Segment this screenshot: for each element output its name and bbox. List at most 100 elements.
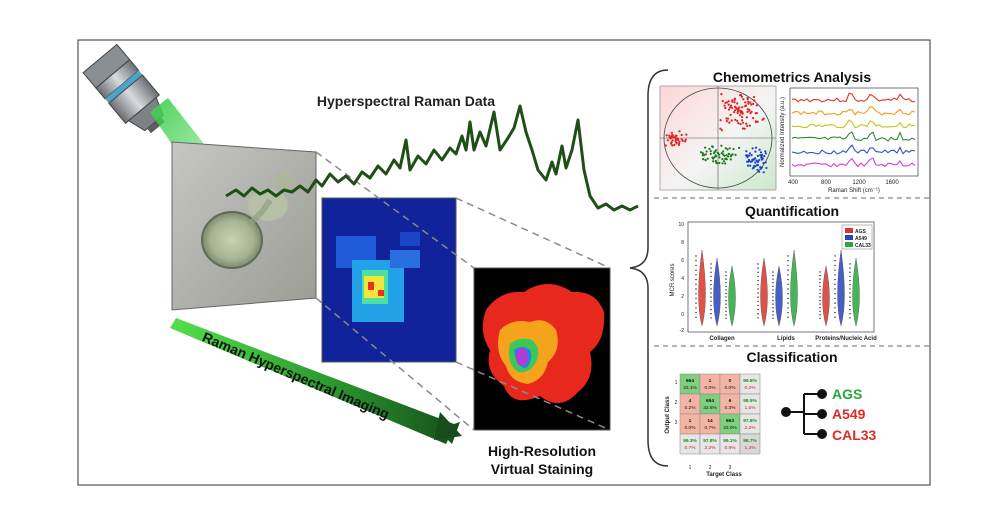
cm-cell-percent: 33.1% xyxy=(683,385,697,391)
pca-point xyxy=(761,157,764,160)
violin-category: Lipids xyxy=(777,336,795,342)
violin-point xyxy=(772,271,774,273)
pca-point xyxy=(721,158,724,161)
pca-point xyxy=(759,151,763,154)
violin-point xyxy=(834,278,836,281)
cm-cell-percent: 0.7% xyxy=(705,425,717,431)
cm-cell-percent: 2.2% xyxy=(745,425,757,431)
violin-point xyxy=(695,283,697,285)
violin-point xyxy=(787,297,789,300)
violin-point xyxy=(757,300,759,302)
pca-point xyxy=(758,170,761,173)
pca-point xyxy=(730,119,733,122)
violin-point xyxy=(710,292,712,294)
violin-point xyxy=(819,292,821,295)
pca-point xyxy=(742,121,745,124)
pca-point xyxy=(724,162,727,165)
violin-point xyxy=(772,303,774,305)
pca-point xyxy=(747,102,750,105)
violin-point xyxy=(787,264,789,267)
pca-point xyxy=(739,123,742,126)
violin-point xyxy=(819,274,821,277)
violin-point xyxy=(849,267,851,269)
pca-point xyxy=(668,134,671,137)
violin-point xyxy=(834,283,836,285)
pca-point xyxy=(749,164,752,167)
violin-point xyxy=(757,313,759,315)
pca-point xyxy=(706,157,709,160)
violin-shape xyxy=(822,265,830,327)
pca-point xyxy=(746,108,749,111)
violin-point xyxy=(787,278,789,281)
violin-point xyxy=(772,299,774,302)
pca-point xyxy=(740,115,744,119)
pca-point xyxy=(725,101,729,104)
violin-ytick: 10 xyxy=(678,222,684,228)
cm-row-label: 1 xyxy=(675,380,678,386)
pca-point xyxy=(756,163,760,167)
pca-point xyxy=(758,148,761,151)
cm-cell xyxy=(679,413,701,435)
violin-point xyxy=(787,302,789,304)
pca-point xyxy=(751,147,754,150)
violin-point xyxy=(849,275,851,278)
violin-point xyxy=(819,285,821,287)
cm-col-label: 3 xyxy=(729,465,732,471)
violin-point xyxy=(757,284,759,286)
pca-point xyxy=(752,116,755,120)
violin-point xyxy=(787,316,789,318)
pca-point xyxy=(722,160,726,163)
violin-point xyxy=(695,311,697,314)
virtual-staining-image xyxy=(473,267,611,431)
pca-point xyxy=(680,133,683,137)
violin-shape xyxy=(790,249,798,327)
violin-plot: MCR scores 10 8 6 4 2 0 -2 Collagen Lipi… xyxy=(670,221,877,342)
pca-point xyxy=(719,119,722,122)
pca-point xyxy=(723,104,726,107)
pca-point xyxy=(729,104,733,107)
pca-point xyxy=(721,162,724,165)
pca-point xyxy=(756,168,759,171)
pca-point xyxy=(728,121,731,124)
cm-cell xyxy=(739,393,761,415)
pca-point xyxy=(755,112,758,115)
violin-point xyxy=(834,307,836,309)
pca-point xyxy=(734,106,738,109)
violin-point xyxy=(787,274,789,276)
violin-point xyxy=(725,307,727,309)
violin-point xyxy=(725,310,727,312)
imaging-arrow xyxy=(170,318,462,444)
pca-point xyxy=(734,109,737,112)
pca-point xyxy=(732,147,735,151)
cm-xlabel: Target Class xyxy=(706,472,742,478)
pca-point xyxy=(704,159,707,162)
legend-swatch-cal33 xyxy=(845,242,853,247)
violin-point xyxy=(834,269,836,271)
violin-ytick: 0 xyxy=(681,312,684,318)
pca-point xyxy=(668,136,671,139)
pca-point xyxy=(747,100,750,103)
pca-point xyxy=(727,100,730,103)
violin-point xyxy=(695,293,697,295)
pca-point xyxy=(725,120,729,123)
pca-point xyxy=(724,147,727,150)
violin-ytick: 2 xyxy=(681,294,684,300)
pca-point xyxy=(750,103,753,106)
pca-point xyxy=(752,95,756,99)
violin-point xyxy=(695,278,697,281)
violin-point xyxy=(725,278,727,280)
pca-point xyxy=(740,95,744,98)
grouping-brace xyxy=(629,69,669,467)
pca-point xyxy=(726,148,729,151)
pca-point xyxy=(750,110,753,113)
pca-point xyxy=(752,102,755,105)
pca-point xyxy=(715,161,718,164)
violin-point xyxy=(772,292,774,295)
violin-point xyxy=(695,264,697,267)
pca-point xyxy=(671,134,674,137)
violin-point xyxy=(757,292,759,294)
violin-point xyxy=(725,303,727,305)
violin-point xyxy=(772,317,774,320)
violin-point xyxy=(772,289,774,291)
